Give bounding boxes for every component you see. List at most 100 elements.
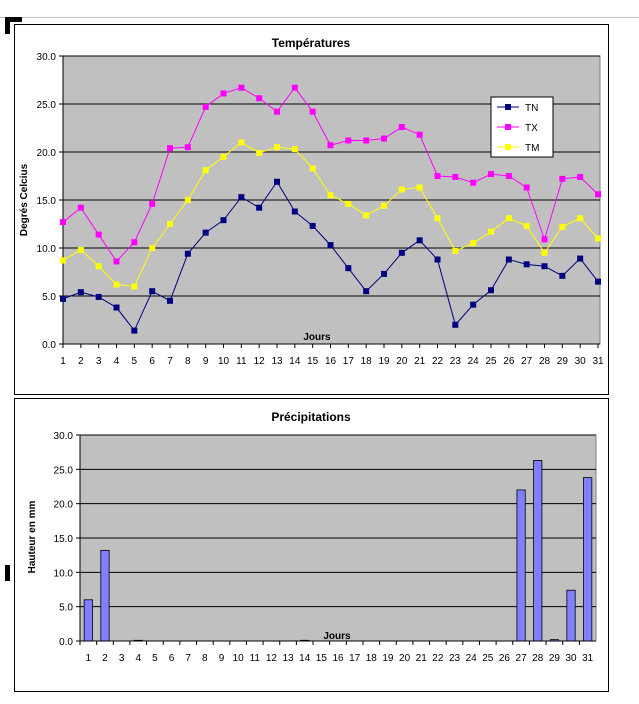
- point-TN: [398, 249, 405, 256]
- chart-title: Températures: [272, 36, 351, 50]
- point-TM: [220, 153, 227, 160]
- point-TN: [291, 208, 298, 215]
- point-TM: [202, 167, 209, 174]
- corner-marker-top: [5, 17, 22, 22]
- x-tick-label: 15: [307, 356, 319, 367]
- x-tick-label: 23: [449, 653, 461, 664]
- x-tick-label: 22: [432, 653, 444, 664]
- window-top-border: [0, 17, 639, 18]
- point-TX: [434, 173, 441, 179]
- point-TM: [131, 283, 138, 290]
- point-TX: [309, 108, 316, 115]
- x-tick-label: 1: [86, 653, 92, 664]
- point-TM: [452, 247, 459, 254]
- bar: [83, 599, 93, 642]
- x-tick-label: 17: [349, 653, 361, 664]
- x-tick-label: 9: [203, 356, 209, 367]
- y-tick-label: 10.0: [54, 568, 74, 579]
- x-tick-label: 20: [399, 653, 411, 664]
- x-tick-label: 31: [592, 356, 604, 367]
- point-TN: [505, 256, 512, 263]
- point-TM: [327, 192, 334, 199]
- point-TX: [523, 184, 530, 191]
- x-tick-label: 25: [485, 356, 497, 367]
- x-tick-label: 22: [432, 356, 444, 367]
- point-TX: [577, 173, 584, 180]
- point-TX: [274, 108, 280, 115]
- point-TX: [595, 191, 601, 198]
- point-TM: [577, 215, 584, 222]
- point-TN: [523, 261, 530, 268]
- point-TX: [184, 144, 191, 151]
- precipitation-chart: Précipitations 0.0 5.0 10.0 15.0 20.0 25.0 30.0…: [27, 410, 597, 664]
- point-TN: [184, 250, 191, 257]
- y-tick-label: 25.0: [37, 100, 57, 111]
- x-tick-label: 13: [271, 356, 283, 367]
- y-tick-label: 20.0: [37, 148, 57, 159]
- point-TN: [381, 270, 387, 277]
- point-TM: [256, 149, 263, 156]
- point-TM: [149, 245, 156, 251]
- point-TX: [291, 84, 298, 91]
- x-tick-label: 29: [557, 356, 569, 367]
- point-TN: [363, 288, 370, 295]
- temperature-chart-panel: Températures 0.0 5.0 10.0 15.0 20.0 25.0 30.0 1 2…: [14, 24, 609, 395]
- x-tick-label: 7: [185, 653, 191, 664]
- legend-marker-TM: [505, 144, 511, 150]
- point-TX: [95, 231, 102, 238]
- y-tick-label: 15.0: [54, 534, 74, 545]
- y-tick-label: 25.0: [54, 465, 74, 476]
- point-TX: [131, 239, 138, 246]
- bar: [533, 460, 543, 642]
- bar: [566, 589, 576, 642]
- legend-marker-TX: [505, 124, 511, 130]
- x-tick-label: 8: [202, 653, 208, 664]
- x-tick-label: 19: [382, 653, 394, 664]
- point-TN: [416, 237, 423, 244]
- point-TX: [202, 103, 209, 110]
- x-tick-label: 18: [366, 653, 378, 664]
- x-tick-label: 16: [332, 653, 344, 664]
- point-TM: [470, 240, 477, 247]
- x-axis-label: Jours: [323, 631, 351, 642]
- point-TM: [345, 200, 352, 207]
- bar: [583, 477, 593, 642]
- point-TX: [327, 142, 334, 149]
- x-tick-label: 12: [266, 653, 278, 664]
- x-tick-label: 27: [516, 653, 528, 664]
- point-TM: [488, 228, 494, 235]
- x-tick-label: 26: [503, 356, 515, 367]
- point-TN: [541, 263, 548, 270]
- point-TX: [149, 200, 156, 207]
- point-TX: [470, 179, 477, 186]
- x-tick-label: 13: [283, 653, 295, 664]
- x-tick-label: 7: [167, 356, 173, 367]
- point-TN: [595, 278, 601, 285]
- x-tick-label: 27: [521, 356, 533, 367]
- point-TN: [220, 217, 227, 224]
- x-tick-label: 3: [119, 653, 125, 664]
- point-TN: [167, 297, 173, 304]
- chart-title: Précipitations: [271, 410, 351, 424]
- x-tick-label: 17: [343, 356, 355, 367]
- x-tick-label: 31: [582, 653, 594, 664]
- point-TM: [541, 249, 548, 256]
- x-tick-label: 23: [450, 356, 462, 367]
- x-tick-label: 11: [250, 653, 261, 664]
- x-tick-label: 28: [539, 356, 551, 367]
- point-TN: [309, 222, 316, 229]
- y-tick-label: 15.0: [37, 196, 57, 207]
- x-tick-label: 15: [316, 653, 328, 664]
- point-TX: [256, 95, 263, 102]
- x-tick-label: 5: [132, 356, 138, 367]
- x-tick-label: 6: [149, 356, 155, 367]
- point-TX: [113, 258, 120, 265]
- point-TN: [488, 287, 494, 294]
- x-tick-label: 18: [361, 356, 373, 367]
- point-TN: [452, 321, 459, 328]
- point-TN: [434, 256, 441, 263]
- legend-label-TN: TN: [525, 103, 538, 114]
- x-tick-label: 30: [575, 356, 587, 367]
- point-TM: [184, 197, 191, 203]
